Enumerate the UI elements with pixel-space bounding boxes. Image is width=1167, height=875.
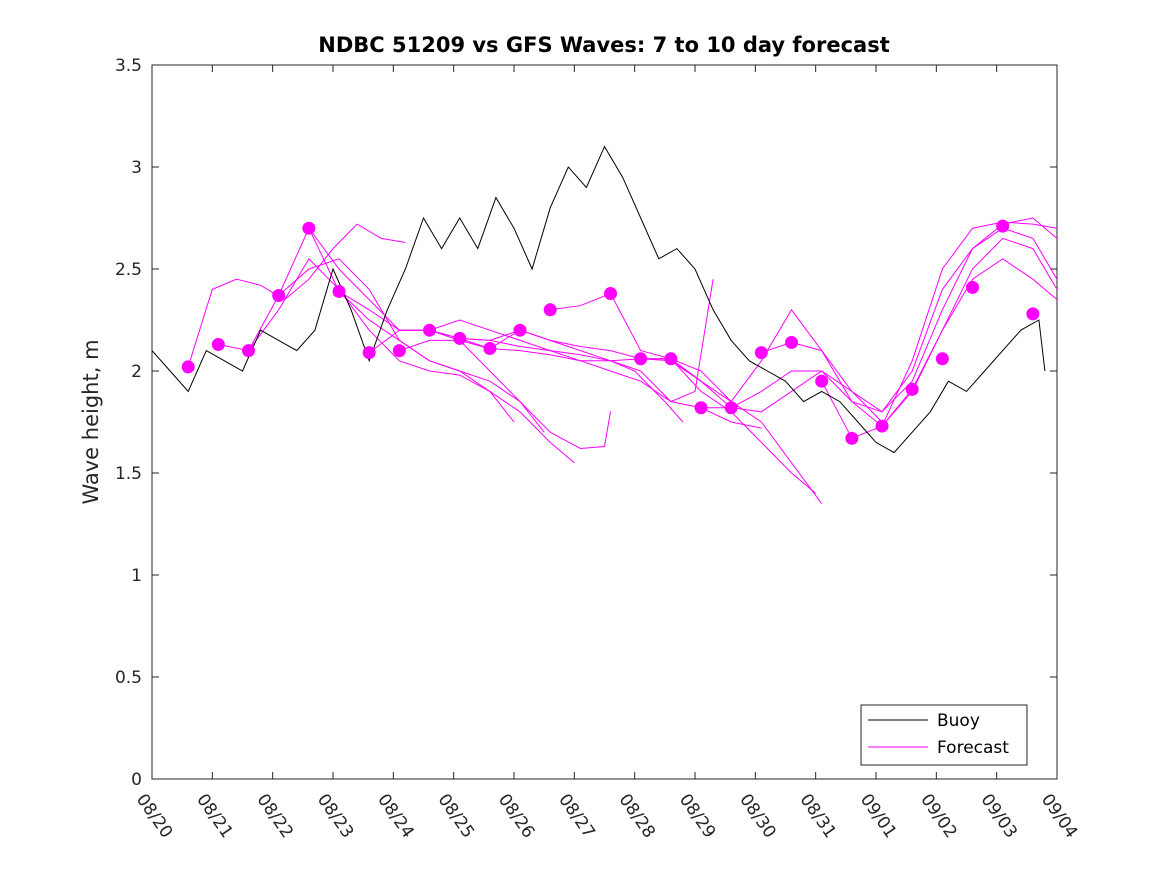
forecast-point — [513, 323, 527, 337]
y-tick-label: 3 — [131, 158, 142, 178]
y-tick-label: 0 — [131, 770, 142, 790]
forecast-point — [875, 419, 889, 433]
forecast-line — [308, 227, 611, 450]
forecast-line — [821, 221, 1058, 439]
forecast-point — [483, 342, 497, 356]
forecast-point — [966, 280, 980, 294]
forecast-line — [218, 257, 515, 423]
forecast-point — [362, 346, 376, 360]
forecast-point — [815, 374, 829, 388]
y-tick-label: 1.5 — [115, 464, 142, 484]
forecast-line — [761, 227, 1058, 413]
legend-box — [860, 704, 1028, 766]
forecast-point — [392, 344, 406, 358]
y-tick-label: 2 — [131, 362, 142, 382]
buoy-line — [151, 145, 1046, 454]
forecast-point — [423, 323, 437, 337]
y-tick-label: 2.5 — [115, 260, 142, 280]
forecast-point — [272, 289, 286, 303]
forecast-line — [187, 223, 406, 368]
forecast-point — [453, 331, 467, 345]
forecast-point — [905, 382, 919, 396]
forecast-point — [242, 344, 256, 358]
forecast-point — [935, 352, 949, 366]
forecast-points — [181, 219, 1040, 445]
forecast-point — [694, 401, 708, 415]
legend: Buoy Forecast — [860, 704, 1028, 766]
forecast-point — [785, 335, 799, 349]
plot-area — [151, 64, 1058, 780]
forecast-point — [634, 352, 648, 366]
legend-label-buoy: Buoy — [937, 711, 980, 731]
y-axis-label: Wave height, m — [79, 339, 103, 504]
forecast-point — [724, 401, 738, 415]
chart-title: NDBC 51209 vs GFS Waves: 7 to 10 day for… — [318, 33, 889, 57]
forecast-point — [543, 303, 557, 317]
y-tick-label: 0.5 — [115, 668, 142, 688]
forecast-point — [332, 284, 346, 298]
forecast-point — [664, 352, 678, 366]
y-tick-label: 1 — [131, 566, 142, 586]
forecast-line — [278, 227, 575, 464]
forecast-point — [845, 431, 859, 445]
legend-label-forecast: Forecast — [937, 738, 1009, 758]
forecast-point — [302, 221, 316, 235]
forecast-point — [181, 360, 195, 374]
forecast-point — [754, 346, 768, 360]
forecast-point — [996, 219, 1010, 233]
y-tick-label: 3.5 — [115, 56, 142, 76]
forecast-point — [604, 286, 618, 300]
forecast-line — [640, 217, 1058, 413]
buoy-series — [151, 145, 1046, 454]
forecast-line — [429, 329, 817, 494]
forecast-point — [1026, 307, 1040, 321]
forecast-point — [211, 337, 225, 351]
